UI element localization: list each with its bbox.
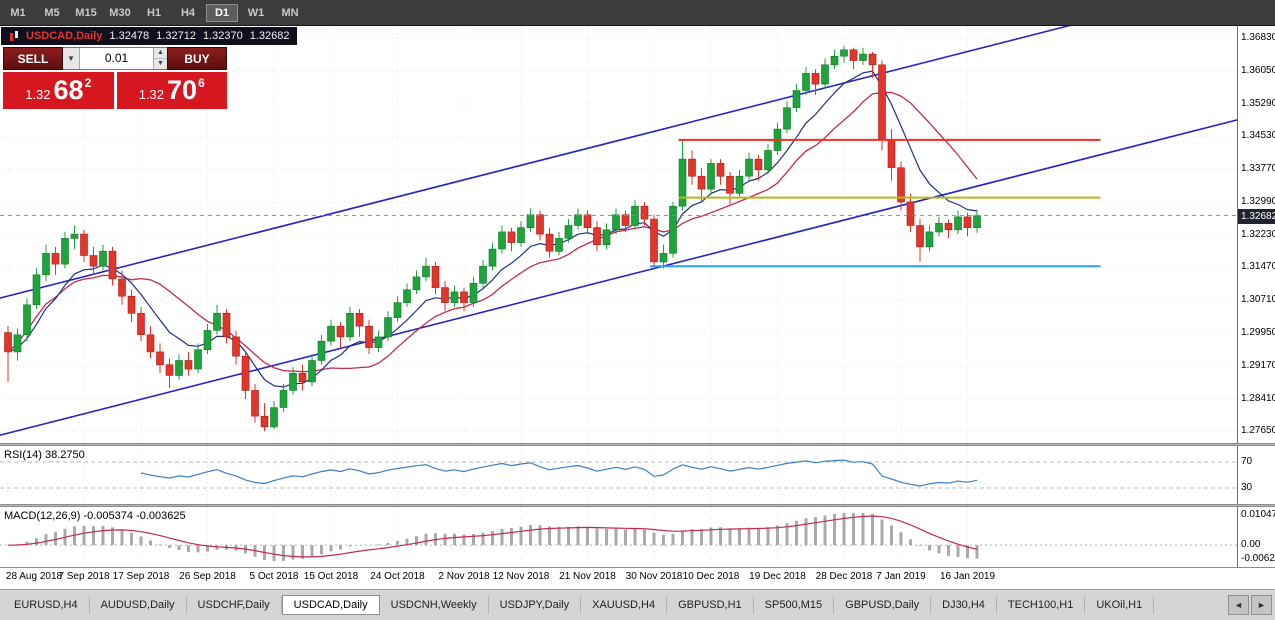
price-axis-label: 1.27650 bbox=[1241, 425, 1275, 437]
ask-prefix: 1.32 bbox=[138, 87, 165, 102]
rsi-label: RSI(14) 38.2750 bbox=[4, 449, 85, 461]
candlestick-icon bbox=[9, 30, 19, 42]
bid-pipette: 2 bbox=[84, 75, 92, 90]
chart-tab[interactable]: EURUSD,H4 bbox=[3, 596, 90, 614]
tabs-nav: ◄ ► bbox=[1228, 595, 1272, 615]
rsi-level-label: 70 bbox=[1241, 456, 1253, 467]
ask-pipette: 6 bbox=[198, 75, 205, 90]
chart-title-bar: USDCAD,Daily 1.32478 1.32712 1.32370 1.3… bbox=[1, 27, 298, 45]
tabs-scroll-right-button[interactable]: ► bbox=[1251, 595, 1272, 615]
main-price-chart[interactable] bbox=[0, 26, 1237, 443]
timeframe-button-w1[interactable]: W1 bbox=[247, 6, 265, 19]
rsi-level-label: 30 bbox=[1241, 482, 1253, 493]
pane-separator[interactable] bbox=[0, 504, 1275, 507]
volume-dropdown-icon[interactable]: ▼ bbox=[63, 48, 80, 69]
chart-tab[interactable]: TECH100,H1 bbox=[997, 596, 1086, 614]
date-axis-label: 28 Aug 2018 bbox=[5, 571, 63, 582]
timeframe-button-h4[interactable]: H4 bbox=[180, 6, 196, 19]
timeframe-button-mn[interactable]: MN bbox=[281, 6, 299, 19]
date-axis-label: 15 Oct 2018 bbox=[303, 571, 359, 582]
volume-value[interactable]: 0.01 bbox=[104, 51, 129, 65]
price-axis-label: 1.33770 bbox=[1241, 162, 1275, 174]
timeframe-button-m1[interactable]: M1 bbox=[10, 6, 26, 19]
macd-label: MACD(12,26,9) -0.005374 -0.003625 bbox=[4, 510, 186, 522]
chart-tab[interactable]: DJ30,H4 bbox=[931, 596, 997, 614]
chart-tabs-bar: EURUSD,H4 AUDUSD,Daily USDCHF,Daily USDCAD,… bbox=[0, 589, 1275, 620]
price-axis-label: 1.32990 bbox=[1241, 196, 1275, 208]
chart-tab[interactable]: AUDUSD,Daily bbox=[90, 596, 187, 614]
date-axis-label: 16 Jan 2019 bbox=[939, 571, 996, 582]
tabs-scroll-left-button[interactable]: ◄ bbox=[1228, 595, 1249, 615]
chart-bottom-border bbox=[0, 567, 1275, 568]
date-axis-label: 28 Dec 2018 bbox=[815, 571, 873, 582]
volume-field[interactable]: ▼ 0.01 ▲ ▼ bbox=[63, 47, 167, 70]
chart-tab[interactable]: USDCHF,Daily bbox=[187, 596, 282, 614]
ohlc-high: 1.32712 bbox=[156, 30, 196, 42]
bid-pips: 68 bbox=[53, 75, 84, 105]
volume-increase-button[interactable]: ▲ bbox=[154, 48, 167, 59]
chart-tab[interactable]: GBPUSD,H1 bbox=[667, 596, 754, 614]
volume-spinner: ▲ ▼ bbox=[153, 48, 167, 69]
timeframe-button-m15[interactable]: M15 bbox=[75, 6, 97, 19]
price-axis-label: 1.32230 bbox=[1241, 228, 1275, 240]
date-axis-label: 30 Nov 2018 bbox=[625, 571, 683, 582]
price-axis-label: 1.35290 bbox=[1241, 97, 1275, 109]
timeframe-button-h1[interactable]: H1 bbox=[146, 6, 162, 19]
price-axis-label: 1.28410 bbox=[1241, 392, 1275, 404]
ask-pips: 70 bbox=[167, 75, 198, 105]
timeframe-button-m5[interactable]: M5 bbox=[44, 6, 60, 19]
date-axis-label: 7 Jan 2019 bbox=[876, 571, 926, 582]
date-axis-label: 5 Oct 2018 bbox=[249, 571, 299, 582]
ask-quote: 1.32 70 6 bbox=[116, 72, 227, 109]
chart-tab[interactable]: UKOil,H1 bbox=[1085, 596, 1155, 614]
price-axis-label: 1.29170 bbox=[1241, 360, 1275, 372]
date-axis-label: 24 Oct 2018 bbox=[370, 571, 425, 582]
bid-prefix: 1.32 bbox=[25, 87, 51, 102]
price-axis bbox=[1237, 26, 1275, 567]
sell-button[interactable]: SELL bbox=[3, 47, 63, 70]
chart-tab[interactable]: USDJPY,Daily bbox=[489, 596, 582, 614]
chart-tab[interactable]: SP500,M15 bbox=[754, 596, 835, 614]
ohlc-close: 1.32682 bbox=[249, 30, 290, 42]
price-axis-label: 1.36050 bbox=[1241, 65, 1275, 77]
buy-button[interactable]: BUY bbox=[167, 47, 227, 70]
date-axis-label: 10 Dec 2018 bbox=[682, 571, 740, 582]
timeframe-button-m30[interactable]: M30 bbox=[109, 6, 131, 19]
chart-tab[interactable]: USDCAD,Daily bbox=[281, 595, 380, 615]
ohlc-open: 1.32478 bbox=[109, 30, 150, 42]
bid-quote: 1.32 68 2 bbox=[3, 72, 114, 109]
date-axis-label: 19 Dec 2018 bbox=[749, 571, 806, 582]
chart-tab[interactable]: USDCNH,Weekly bbox=[380, 596, 489, 614]
timeframe-button-d1[interactable]: D1 bbox=[206, 3, 238, 22]
date-axis-label: 17 Sep 2018 bbox=[112, 571, 170, 582]
chart-symbol: USDCAD,Daily bbox=[26, 30, 103, 42]
date-axis-label: 21 Nov 2018 bbox=[559, 571, 616, 582]
one-click-trade-panel: SELL ▼ 0.01 ▲ ▼ BUY 1.32 68 2 1.32 70 6 bbox=[3, 47, 227, 109]
price-axis-label: 1.31470 bbox=[1241, 261, 1275, 273]
date-axis-label: 2 Nov 2018 bbox=[438, 571, 490, 582]
chart-tab[interactable]: GBPUSD,Daily bbox=[834, 596, 932, 614]
date-axis-label: 26 Sep 2018 bbox=[179, 571, 236, 582]
macd-indicator-chart[interactable] bbox=[0, 507, 1237, 567]
price-axis-label: 1.29950 bbox=[1241, 326, 1275, 338]
rsi-indicator-chart[interactable] bbox=[0, 446, 1237, 504]
macd-axis-label: -0.006218 bbox=[1241, 553, 1275, 564]
volume-decrease-button[interactable]: ▼ bbox=[154, 59, 167, 69]
macd-axis-label: 0.010474 bbox=[1241, 509, 1275, 520]
timeframe-toolbar: M1 M5 M15 M30 H1 H4 D1 W1 MN bbox=[0, 0, 1275, 26]
date-axis-label: 7 Sep 2018 bbox=[58, 571, 110, 582]
pane-separator[interactable] bbox=[0, 443, 1275, 446]
price-axis-label: 1.34530 bbox=[1241, 130, 1275, 142]
ohlc-low: 1.32370 bbox=[202, 30, 243, 42]
chart-tab[interactable]: XAUUSD,H4 bbox=[581, 596, 668, 614]
macd-axis-label: 0.00 bbox=[1241, 539, 1261, 551]
date-axis-label: 12 Nov 2018 bbox=[492, 571, 550, 582]
current-price-badge: 1.32682 bbox=[1238, 208, 1275, 224]
price-axis-label: 1.30710 bbox=[1241, 294, 1275, 306]
price-axis-label: 1.36830 bbox=[1241, 31, 1275, 43]
